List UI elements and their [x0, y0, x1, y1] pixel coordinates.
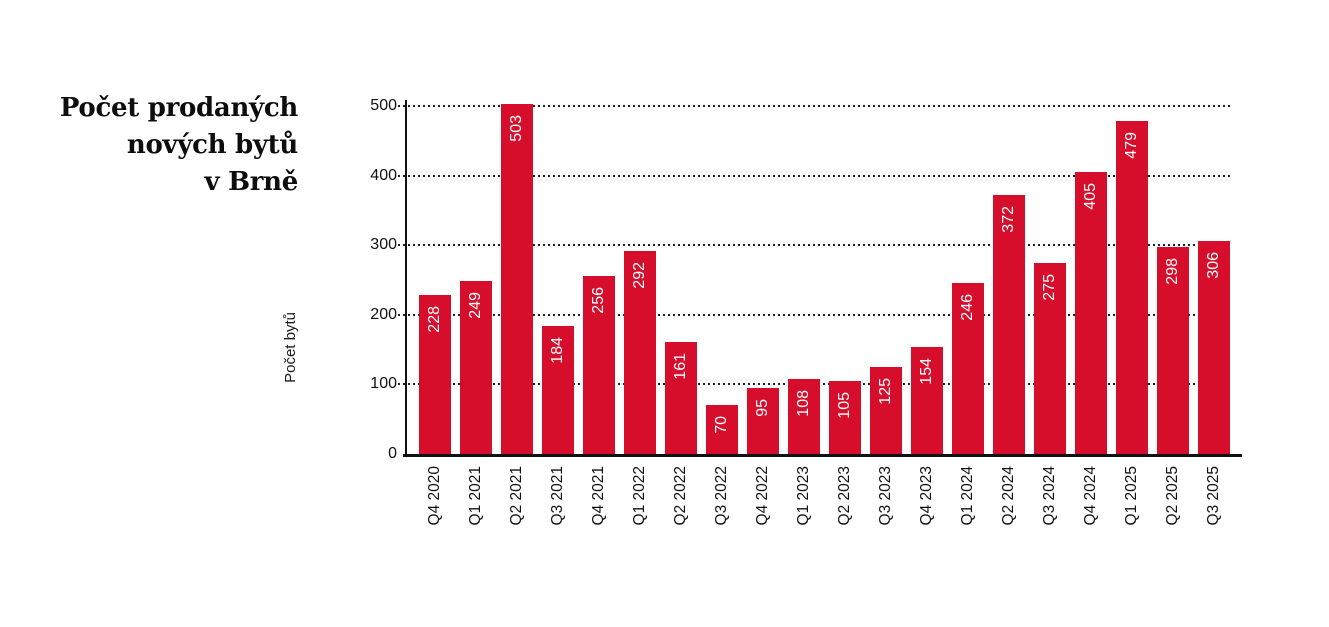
y-tick-label: 0	[388, 445, 397, 462]
bar-value-label: 479	[1123, 131, 1140, 159]
bar-value-label: 95	[754, 398, 771, 417]
bar-Q2 2025: 298	[1157, 246, 1189, 454]
bar-Q3 2023: 125	[870, 367, 902, 454]
bar-value-label: 298	[1164, 257, 1181, 285]
chart-title-line: nových bytů	[126, 130, 298, 160]
bar-value-label: 154	[918, 357, 935, 385]
x-tick-label: Q4 2021	[590, 466, 607, 526]
y-tick-label: 400	[370, 166, 397, 184]
x-tick-label: Q1 2022	[631, 466, 648, 526]
x-tick-label: Q2 2024	[1000, 466, 1017, 526]
bar-Q4 2021: 256	[583, 275, 615, 454]
bar-Q4 2024: 405	[1075, 172, 1107, 454]
y-axis-title: Počet bytů	[282, 312, 299, 383]
chart-title: Počet prodaných nových bytů v Brně	[58, 90, 298, 201]
x-tick-label: Q4 2022	[754, 466, 771, 526]
x-tick-label: Q4 2024	[1082, 466, 1099, 526]
x-tick-label: Q3 2021	[549, 466, 566, 526]
chart-title-line: Počet prodaných	[59, 93, 298, 123]
y-tick-label: 300	[370, 236, 397, 254]
y-axis-line	[405, 100, 407, 457]
x-tick-label: Q4 2023	[918, 466, 935, 526]
bar-Q4 2023: 154	[911, 346, 943, 454]
bar-value-label: 108	[795, 389, 812, 417]
bar-value-label: 125	[877, 378, 894, 405]
x-tick-label: Q3 2024	[1041, 466, 1058, 526]
bar-Q2 2023: 105	[829, 380, 861, 454]
bar-Q3 2025: 306	[1198, 241, 1230, 454]
x-tick-label: Q2 2021	[508, 466, 525, 526]
bar-value-label: 405	[1082, 183, 1099, 210]
y-tick-label: 200	[370, 305, 397, 323]
bar-Q2 2021: 503	[501, 103, 533, 454]
bar-Q4 2020: 228	[419, 295, 451, 454]
x-tick-label: Q4 2020	[426, 466, 443, 526]
bar-Q2 2024: 372	[993, 195, 1025, 454]
x-tick-label: Q2 2022	[672, 466, 689, 526]
bar-value-label: 184	[549, 336, 566, 364]
x-tick-label: Q2 2023	[836, 466, 853, 526]
bar-value-label: 246	[959, 293, 976, 321]
x-tick-label: Q1 2025	[1123, 466, 1140, 526]
x-tick-label: Q1 2024	[959, 466, 976, 526]
bar-value-label: 105	[836, 391, 853, 419]
bar-Q2 2022: 161	[665, 341, 697, 454]
x-tick-label: Q2 2025	[1164, 466, 1181, 526]
gridline-300	[398, 244, 1233, 247]
bar-value-label: 256	[590, 286, 607, 314]
x-axis-line	[403, 454, 1242, 457]
bar-Q4 2022: 95	[747, 387, 779, 454]
bar-value-label: 372	[1000, 206, 1017, 233]
bar-Q1 2021: 249	[460, 280, 492, 454]
bar-Q3 2022: 70	[706, 405, 738, 454]
x-tick-label: Q1 2021	[467, 466, 484, 526]
y-tick-label: 500	[370, 97, 397, 114]
bar-Q3 2021: 184	[542, 325, 574, 454]
bar-value-label: 228	[426, 306, 443, 333]
bar-Q1 2024: 246	[952, 282, 984, 454]
x-tick-label: Q3 2025	[1205, 466, 1222, 526]
gridline-500	[398, 105, 1233, 107]
bar-value-label: 503	[508, 114, 525, 142]
gridline-200	[398, 313, 1233, 316]
x-tick-label: Q3 2023	[877, 466, 894, 526]
bar-Q1 2025: 479	[1116, 120, 1148, 454]
y-tick-label: 100	[370, 375, 397, 393]
gridline-400	[398, 174, 1233, 177]
bar-value-label: 292	[631, 261, 648, 289]
bar-value-label: 249	[467, 291, 484, 319]
bar-Q3 2024: 275	[1034, 262, 1066, 454]
bar-Q1 2023: 108	[788, 378, 820, 454]
bar-value-label: 70	[713, 416, 730, 435]
chart-title-line: v Brně	[204, 167, 299, 197]
x-tick-label: Q3 2022	[713, 466, 730, 526]
bar-Q1 2022: 292	[624, 250, 656, 454]
x-tick-label: Q1 2023	[795, 466, 812, 526]
bar-value-label: 161	[672, 352, 689, 380]
bar-value-label: 275	[1041, 273, 1058, 301]
bar-value-label: 306	[1205, 252, 1222, 279]
